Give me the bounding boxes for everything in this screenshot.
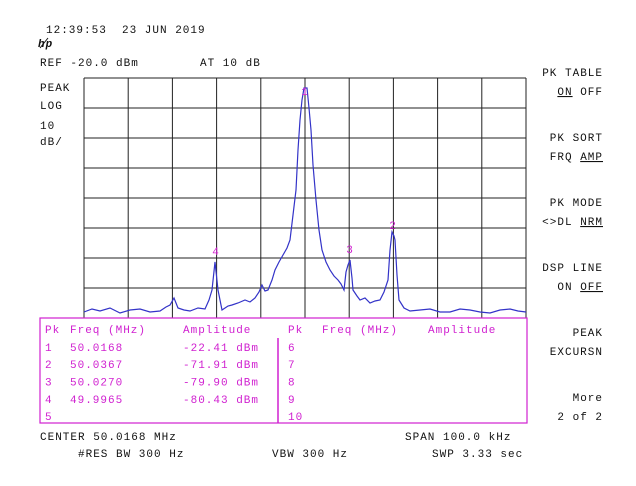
peak-freq: 50.0168 [70, 343, 123, 355]
time: 12:39:53 [46, 25, 107, 37]
scale-label: PEAK [40, 83, 70, 95]
softkey-options[interactable]: ON OFF [557, 282, 603, 294]
peak-number: 10 [288, 412, 303, 424]
center-freq: CENTER 50.0168 MHz [40, 432, 177, 444]
softkey-option: AMP [580, 152, 603, 164]
column-header: Amplitude [183, 325, 251, 337]
peak-table [39, 317, 528, 424]
video-bw: VBW 300 Hz [272, 449, 348, 461]
peak-number: 9 [288, 395, 296, 407]
peak-freq: 49.9965 [70, 395, 123, 407]
date: 23 JUN 2019 [122, 25, 206, 37]
trace [83, 87, 527, 314]
softkey-option: FRQ [550, 152, 573, 164]
ref-level: REF -20.0 dBm [40, 58, 139, 70]
column-header: Amplitude [428, 325, 496, 337]
softkey-label[interactable]: PEAK [573, 328, 603, 340]
peak-number: 3 [45, 378, 53, 390]
peak-amp: -22.41 dBm [183, 343, 259, 355]
logo-stroke [39, 37, 49, 49]
softkey-options[interactable]: <>DL NRM [542, 217, 603, 229]
column-header: Pk [45, 325, 60, 337]
attenuation: AT 10 dB [200, 58, 261, 70]
peak-table-content: Pk Freq (MHz) Amplitude Pk Freq (MHz) Amplitu… [45, 325, 496, 424]
softkey-label[interactable]: PK SORT [550, 133, 603, 145]
peak-amp: -80.43 dBm [183, 395, 259, 407]
softkey-label[interactable]: PK TABLE [542, 68, 603, 80]
softkey-option: ON [557, 282, 572, 294]
marker-label: 2 [389, 221, 397, 233]
peak-amp: -79.90 dBm [183, 378, 259, 390]
softkey-options[interactable]: FRQ AMP [550, 152, 603, 164]
peak-number: 8 [288, 378, 296, 390]
softkey-option: NRM [580, 217, 603, 229]
peak-number: 1 [45, 343, 53, 355]
graticule [83, 77, 527, 319]
softkey-sub: 2 of 2 [557, 412, 603, 424]
marker-label: 3 [346, 245, 354, 257]
scale-label: LOG [40, 101, 63, 113]
peak-freq: 50.0367 [70, 360, 123, 372]
sweep-time: SWP 3.33 sec [432, 449, 523, 461]
softkey-label[interactable]: More [573, 393, 603, 405]
scale-label: dB/ [40, 137, 63, 149]
marker-label: 4 [212, 247, 220, 259]
scale-label: 10 [40, 121, 55, 133]
softkey-label[interactable]: PK MODE [550, 198, 603, 210]
column-header: Freq (MHz) [70, 325, 146, 337]
res-bw: #RES BW 300 Hz [78, 449, 184, 461]
peak-number: 7 [288, 360, 296, 372]
peak-freq: 50.0270 [70, 378, 123, 390]
peak-number: 2 [45, 360, 53, 372]
softkey-sub: EXCURSN [550, 347, 603, 359]
softkey-option: <>DL [542, 217, 572, 229]
softkeys: PK TABLE ON OFF PK SORT FRQ AMP PK MODE <>DL … [542, 68, 603, 424]
peak-number: 4 [45, 395, 53, 407]
logo: hp [38, 39, 53, 51]
span: SPAN 100.0 kHz [405, 432, 511, 444]
softkey-label[interactable]: DSP LINE [542, 263, 603, 275]
column-header: Pk [288, 325, 303, 337]
peak-number: 6 [288, 343, 296, 355]
peak-number: 5 [45, 412, 53, 424]
marker-label: 1 [301, 87, 309, 99]
softkey-option: OFF [580, 282, 603, 294]
softkey-option: OFF [580, 87, 603, 99]
column-header: Freq (MHz) [322, 325, 398, 337]
peak-amp: -71.91 dBm [183, 360, 259, 372]
softkey-options[interactable]: ON OFF [557, 87, 603, 99]
softkey-option: ON [557, 87, 572, 99]
